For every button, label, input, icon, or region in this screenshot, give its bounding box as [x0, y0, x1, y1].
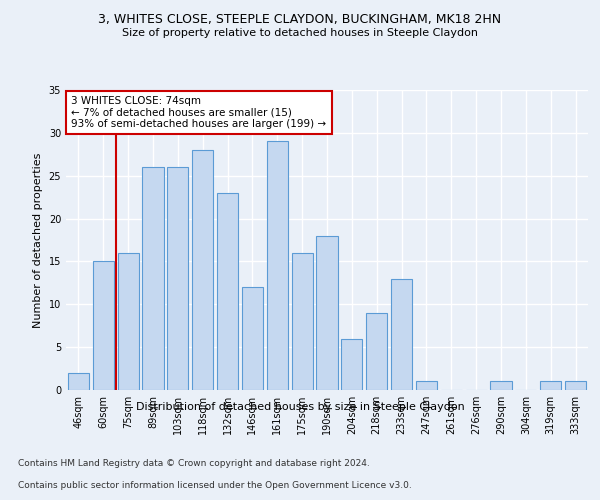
- Bar: [292, 253, 313, 390]
- Y-axis label: Number of detached properties: Number of detached properties: [33, 152, 43, 328]
- Bar: [242, 287, 263, 390]
- Text: Contains public sector information licensed under the Open Government Licence v3: Contains public sector information licen…: [18, 481, 412, 490]
- Text: 3, WHITES CLOSE, STEEPLE CLAYDON, BUCKINGHAM, MK18 2HN: 3, WHITES CLOSE, STEEPLE CLAYDON, BUCKIN…: [98, 12, 502, 26]
- Bar: [366, 313, 387, 390]
- Bar: [167, 167, 188, 390]
- Bar: [267, 142, 288, 390]
- Bar: [540, 382, 561, 390]
- Bar: [118, 253, 139, 390]
- Bar: [391, 278, 412, 390]
- Bar: [217, 193, 238, 390]
- Bar: [341, 338, 362, 390]
- Text: 3 WHITES CLOSE: 74sqm
← 7% of detached houses are smaller (15)
93% of semi-detac: 3 WHITES CLOSE: 74sqm ← 7% of detached h…: [71, 96, 326, 129]
- Bar: [192, 150, 213, 390]
- Bar: [68, 373, 89, 390]
- Bar: [490, 382, 512, 390]
- Bar: [93, 262, 114, 390]
- Text: Distribution of detached houses by size in Steeple Claydon: Distribution of detached houses by size …: [136, 402, 464, 412]
- Bar: [316, 236, 338, 390]
- Bar: [416, 382, 437, 390]
- Bar: [142, 167, 164, 390]
- Bar: [565, 382, 586, 390]
- Text: Size of property relative to detached houses in Steeple Claydon: Size of property relative to detached ho…: [122, 28, 478, 38]
- Text: Contains HM Land Registry data © Crown copyright and database right 2024.: Contains HM Land Registry data © Crown c…: [18, 458, 370, 468]
